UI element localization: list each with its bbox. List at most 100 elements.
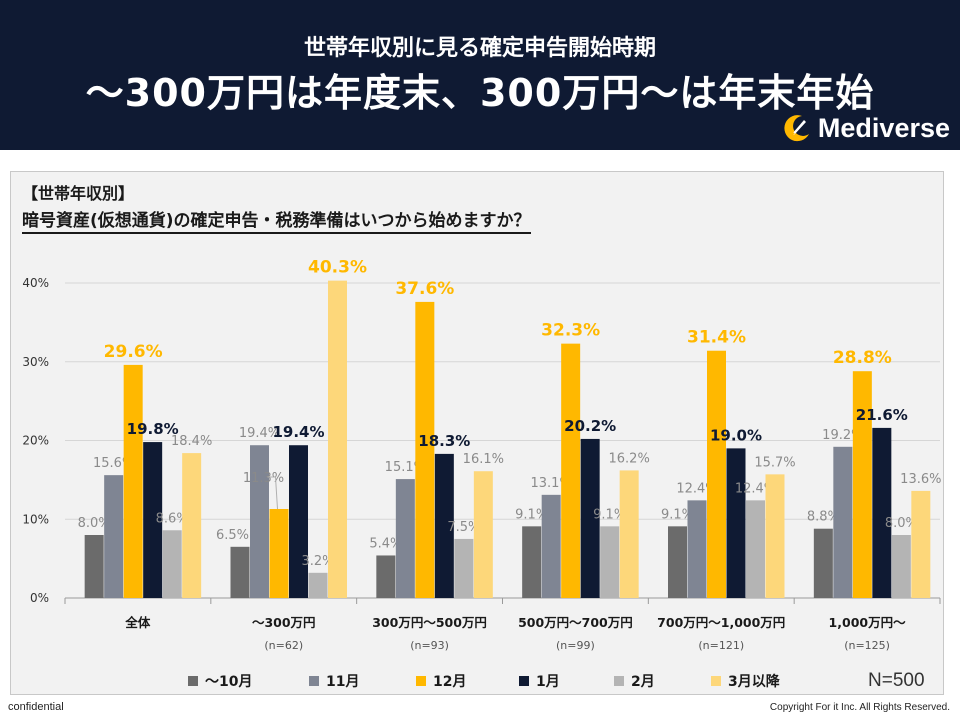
- legend-swatch: [711, 676, 721, 686]
- bar: [687, 500, 707, 598]
- category-label: 300万円～500万円: [372, 615, 487, 630]
- data-label: 31.4%: [687, 328, 746, 348]
- bar: [376, 555, 396, 598]
- label-leader-line: [267, 476, 278, 510]
- bar: [852, 371, 872, 598]
- category-label: 全体: [124, 615, 151, 630]
- data-label: 32.3%: [541, 321, 600, 341]
- copyright-text: Copyright For it Inc. All Rights Reserve…: [769, 702, 950, 713]
- bar: [230, 546, 250, 598]
- y-tick-label: 0%: [30, 591, 49, 605]
- bar: [269, 509, 289, 598]
- bar: [726, 448, 746, 598]
- category-note: (n=62): [264, 639, 303, 652]
- data-label: 9.1%: [593, 507, 626, 522]
- data-label: 8.0%: [78, 516, 111, 531]
- bar: [434, 453, 454, 598]
- data-label: 40.3%: [308, 258, 367, 278]
- bar: [454, 538, 474, 598]
- data-label: 19.0%: [710, 426, 762, 444]
- bar: [250, 445, 269, 598]
- legend-swatch: [188, 676, 198, 686]
- category-note: (n=121): [698, 639, 744, 652]
- mediverse-logo-icon: [784, 115, 809, 142]
- header-banner: 世帯年収別に見る確定申告開始時期 ～300万円は年度末、300万円～は年末年始 …: [0, 0, 960, 150]
- sample-size: N=500: [868, 670, 925, 691]
- bar: [522, 526, 542, 598]
- confidential-label: confidential: [8, 701, 64, 713]
- bar: [415, 301, 435, 598]
- data-label: 20.2%: [564, 417, 616, 435]
- bar: [289, 445, 308, 598]
- bar: [473, 471, 493, 598]
- y-tick-label: 40%: [22, 276, 49, 290]
- data-label: 28.8%: [833, 348, 892, 368]
- data-label: 8.6%: [156, 511, 189, 526]
- legend-swatch: [309, 676, 319, 686]
- legend-swatch: [614, 676, 624, 686]
- bar: [541, 494, 561, 598]
- bar: [619, 470, 639, 598]
- question-tag: 【世帯年収別】: [22, 184, 135, 203]
- bar: [84, 535, 104, 598]
- data-label: 11.3%: [243, 471, 284, 486]
- data-label: 3.2%: [301, 554, 334, 569]
- bar: [328, 280, 347, 598]
- bar: [395, 479, 415, 598]
- bar: [872, 427, 892, 598]
- bar: [891, 535, 911, 598]
- bar: [600, 526, 620, 598]
- category-label: 700万円～1,000万円: [657, 615, 785, 630]
- brand-name: Mediverse: [817, 112, 950, 143]
- legend-label: 1月: [536, 674, 560, 690]
- data-label: 16.1%: [463, 452, 504, 467]
- data-label: 19.4%: [239, 426, 280, 441]
- category-note: (n=93): [410, 639, 449, 652]
- legend-swatch: [416, 676, 426, 686]
- y-tick-label: 10%: [22, 512, 49, 526]
- bar: [162, 530, 182, 598]
- bar: [123, 364, 143, 598]
- data-label: 7.5%: [447, 520, 480, 535]
- legend-label: 11月: [326, 674, 359, 690]
- bar: [580, 438, 600, 598]
- data-label: 6.5%: [216, 528, 249, 543]
- data-label: 13.6%: [900, 472, 941, 487]
- bar: [833, 446, 853, 598]
- legend-label: 12月: [433, 674, 466, 690]
- data-label: 29.6%: [104, 342, 163, 362]
- data-label: 18.4%: [171, 434, 212, 449]
- category-label: ～300万円: [252, 615, 316, 630]
- legend-label: 2月: [631, 674, 655, 690]
- bar: [308, 572, 328, 598]
- data-label: 37.6%: [395, 279, 454, 299]
- title-line-2: ～300万円は年度末、300万円～は年末年始: [85, 71, 875, 115]
- bar: [765, 474, 785, 598]
- data-label: 15.7%: [754, 455, 795, 470]
- bar: [104, 475, 124, 598]
- y-tick-label: 20%: [22, 434, 49, 448]
- chart-panel: [10, 171, 944, 695]
- category-label: 500万円～700万円: [518, 615, 633, 630]
- data-label: 19.8%: [127, 420, 179, 438]
- legend-swatch: [519, 676, 529, 686]
- category-label: 1,000万円～: [829, 615, 907, 630]
- brand: Mediverse: [780, 110, 950, 146]
- data-label: 18.3%: [418, 432, 470, 450]
- category-note: (n=125): [844, 639, 890, 652]
- bar: [813, 528, 833, 598]
- data-label: 9.1%: [515, 507, 548, 522]
- legend-label: 3月以降: [728, 673, 781, 690]
- bar: [143, 442, 163, 598]
- bar: [668, 526, 687, 598]
- bar: [182, 453, 202, 598]
- question-text: 暗号資産(仮想通貨)の確定申告・税務準備はいつから始めますか？: [22, 206, 531, 234]
- legend-label: ～10月: [205, 674, 252, 690]
- bar: [746, 500, 765, 598]
- data-label: 16.2%: [609, 451, 650, 466]
- data-label: 8.8%: [807, 510, 840, 525]
- data-label: 21.6%: [856, 406, 908, 424]
- category-note: (n=99): [556, 639, 595, 652]
- title-line-1: 世帯年収別に見る確定申告開始時期: [303, 36, 656, 61]
